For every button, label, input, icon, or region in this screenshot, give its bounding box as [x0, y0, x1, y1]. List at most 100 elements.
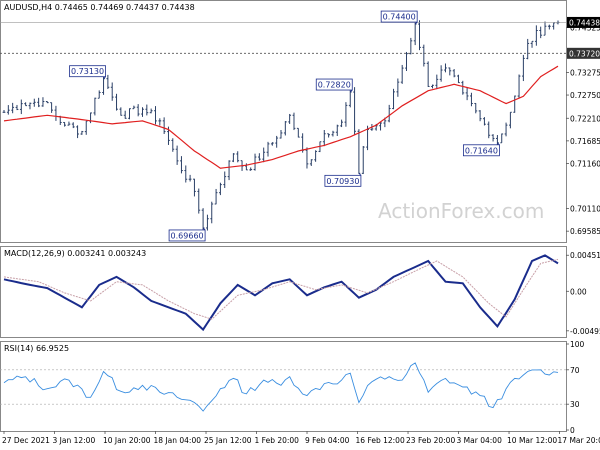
ohlc-bar [115, 93, 118, 111]
watermark-text: ActionForex.com [378, 199, 544, 223]
macd-line [3, 254, 559, 332]
ohlc-bar [19, 99, 23, 115]
ohlc-bar [193, 178, 196, 197]
ohlc-bar [50, 102, 54, 113]
ohlc-bar [136, 104, 140, 117]
current-price-label: 0.74438 [567, 16, 600, 28]
x-tick-label: 23 Feb 20:00 [406, 436, 455, 445]
ohlc-bar [214, 188, 218, 205]
ohlc-bar [71, 122, 75, 129]
ohlc-bar [387, 104, 391, 123]
ohlc-bar [470, 92, 473, 107]
ohlc-bar [413, 22, 417, 46]
ohlc-bar [409, 37, 413, 55]
ohlc-bar [521, 54, 525, 82]
ohlc-bar [422, 44, 426, 67]
ohlc-bar [539, 26, 543, 39]
annotation-label: 0.72820 [318, 81, 351, 90]
ohlc-bar [37, 97, 41, 108]
ohlc-bar [305, 147, 309, 169]
x-tick-label: 1 Feb 20:00 [255, 436, 300, 445]
ohlc-bar [210, 201, 214, 224]
ohlc-bar [244, 163, 248, 171]
y-tick-label: 0.70110 [570, 205, 600, 214]
ohlc-bar [435, 74, 439, 90]
ohlc-bar [223, 171, 227, 189]
x-tick-label: 3 Mar 04:00 [457, 436, 503, 445]
rsi-panel-header: RSI(14) 66.9525 [4, 344, 69, 353]
ohlc-bar [504, 122, 508, 137]
price-annotation: 0.72820 [315, 78, 353, 93]
macd-signal-line [3, 258, 559, 320]
ohlc-bar [149, 108, 153, 114]
x-tick-label: 9 Feb 04:00 [305, 436, 350, 445]
ohlc-bar [534, 25, 538, 46]
ohlc-bar [344, 102, 348, 127]
ohlc-bar [80, 130, 84, 135]
ohlc-bar [257, 153, 261, 161]
svg-text:0.74438: 0.74438 [569, 18, 600, 27]
ohlc-bar [517, 74, 521, 99]
y-tick-label: 0.004517 [570, 251, 600, 260]
ohlc-bar [483, 117, 486, 126]
ohlc-bar [331, 130, 335, 137]
ohlc-bar [206, 214, 209, 231]
ohlc-bar [478, 110, 482, 122]
ohlc-bar [283, 121, 287, 136]
annotation-label: 0.69660 [171, 231, 204, 240]
ohlc-bar [188, 174, 192, 182]
ohlc-bar [11, 102, 15, 114]
x-tick-label: 17 Mar 20:00 [558, 436, 600, 445]
ohlc-bar [426, 61, 430, 87]
ohlc-bar [132, 105, 136, 110]
ohlc-bar [171, 138, 175, 152]
ohlc-bar [76, 125, 79, 139]
ohlc-bar [400, 64, 404, 84]
ohlc-bar [444, 63, 447, 73]
ohlc-bar [392, 88, 395, 110]
sma-line [3, 65, 559, 169]
y-tick-label: 0.71160 [570, 159, 600, 168]
ohlc-bar [162, 117, 166, 134]
ohlc-bar [24, 102, 28, 107]
ohlc-bar [457, 74, 460, 84]
ohlc-bar [41, 97, 45, 107]
ohlc-bar [128, 108, 131, 120]
y-tick-label: 0.69585 [570, 227, 600, 236]
price-annotation: 0.71640 [463, 142, 500, 157]
ohlc-bar [552, 22, 556, 30]
ohlc-bar [500, 133, 504, 144]
ohlc-bar [93, 97, 97, 116]
x-tick-label: 25 Jan 12:00 [204, 436, 252, 445]
annotation-label: 0.71640 [465, 146, 498, 155]
ohlc-bar [145, 104, 149, 116]
macd-panel-frame [0, 246, 567, 338]
ohlc-bar [288, 113, 292, 124]
ohlc-bar [262, 147, 266, 163]
ohlc-bar [418, 20, 421, 51]
ohlc-bar [448, 67, 452, 76]
ohlc-bar [63, 121, 66, 127]
ohlc-bar [379, 122, 382, 131]
ohlc-bar [236, 151, 240, 163]
x-tick-label: 18 Jan 04:00 [154, 436, 202, 445]
ohlc-bar [67, 121, 71, 126]
price-panel-frame [0, 0, 567, 243]
y-tick-label: 100 [570, 340, 585, 349]
ohlc-bar [197, 188, 201, 214]
x-tick-label: 16 Feb 12:00 [356, 436, 405, 445]
ohlc-bar [54, 105, 58, 121]
ohlc-bar [6, 105, 10, 115]
ohlc-bar [270, 142, 274, 146]
ohlc-bar [180, 156, 183, 174]
annotation-label: 0.74400 [383, 13, 416, 22]
ohlc-bar [219, 182, 222, 196]
ohlc-bar [15, 104, 19, 111]
ohlc-bar [474, 102, 478, 114]
ohlc-bar [158, 118, 162, 126]
ohlc-bar [452, 69, 456, 78]
ohlc-bar [84, 120, 88, 135]
macd-panel-header: MACD(12,26,9) 0.003241 0.003243 [4, 249, 146, 258]
ohlc-bar [543, 21, 547, 36]
ohlc-bar [231, 153, 235, 163]
